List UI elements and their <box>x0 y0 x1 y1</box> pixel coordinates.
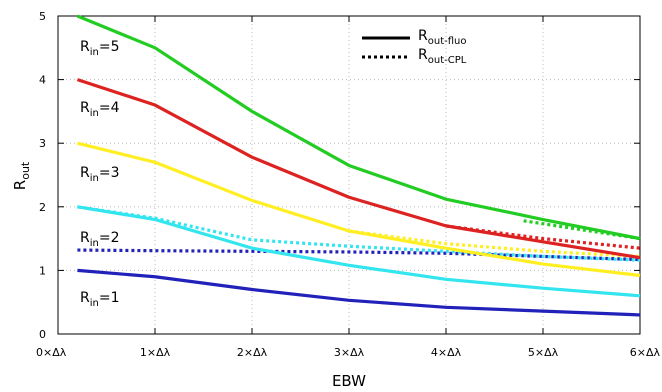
plot-area-frame <box>57 15 641 335</box>
series-line-cpl <box>348 229 641 259</box>
series-line-fluo <box>77 205 641 298</box>
x-tick-label: 2×Δλ <box>237 346 268 359</box>
x-tick-label: 5×Δλ <box>528 346 559 359</box>
curve-label: Rin=5 <box>80 39 120 58</box>
x-tick-label: 0×Δλ <box>36 346 67 359</box>
curve-labels: Rin=5 Rin=4 Rin=3 Rin=2 Rin=1 <box>80 39 120 309</box>
series-line-fluo <box>76 14 641 241</box>
x-tick-label: 3×Δλ <box>334 346 365 359</box>
series-line-fluo <box>77 141 641 278</box>
y-tick-label: 0 <box>39 328 46 341</box>
series-line-cpl <box>77 248 641 262</box>
series-layer <box>76 14 641 317</box>
legend-label: Rout-CPL <box>418 47 467 66</box>
grid <box>58 16 640 334</box>
y-tick-label: 5 <box>39 10 46 23</box>
curve-label: Rin=4 <box>80 100 120 119</box>
curve-label: Rin=2 <box>80 230 120 249</box>
y-tick-label: 2 <box>39 201 46 214</box>
x-tick-label: 4×Δλ <box>431 346 462 359</box>
x-tick-label: 6×Δλ <box>630 346 661 359</box>
y-tick-label: 3 <box>39 137 46 150</box>
y-axis-ticks: 0 1 2 3 4 5 <box>39 10 640 341</box>
y-axis-title: Rout <box>11 161 32 190</box>
x-axis-ticks: 0×Δλ 1×Δλ 2×Δλ 3×Δλ 4×Δλ 5×Δλ 6×Δλ <box>36 16 660 359</box>
x-axis-title: EBW <box>332 372 366 390</box>
curve-label: Rin=3 <box>80 165 120 184</box>
legend-label: Rout-fluo <box>418 28 466 47</box>
x-tick-label: 1×Δλ <box>140 346 171 359</box>
y-tick-label: 4 <box>39 74 46 87</box>
y-tick-label: 1 <box>39 264 46 277</box>
curve-label: Rin=1 <box>80 290 120 309</box>
series-line-fluo <box>76 78 641 260</box>
series-line-fluo <box>77 268 641 317</box>
